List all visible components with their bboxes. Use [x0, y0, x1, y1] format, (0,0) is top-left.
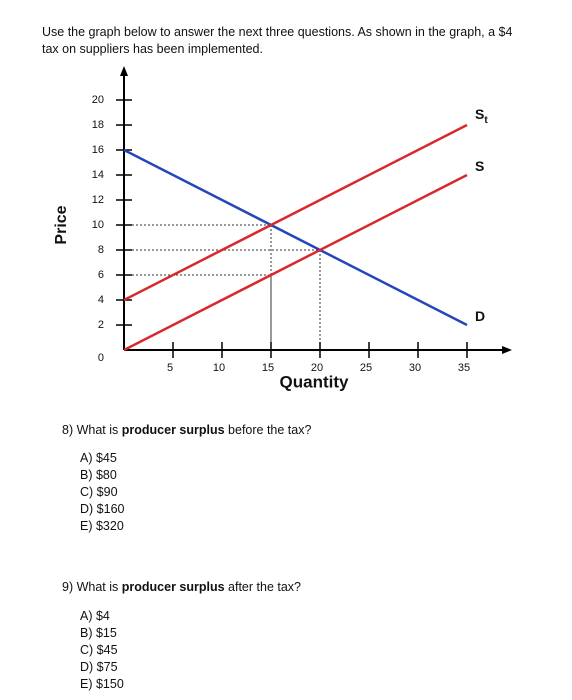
y-tick-label: 12	[92, 194, 104, 206]
answer-option: B) $15	[80, 626, 117, 640]
curve-label-name: S	[475, 106, 484, 122]
y-tick-label: 18	[92, 119, 104, 131]
y-tick-label: 14	[92, 169, 104, 181]
curve-label: S	[475, 158, 484, 174]
answer-option: D) $75	[80, 660, 118, 674]
x-tick-label: 20	[311, 362, 323, 374]
answer-option: D) $160	[80, 502, 125, 516]
question-number: 8)	[62, 423, 74, 437]
x-tick-label: 30	[409, 362, 421, 374]
answer-option: B) $80	[80, 468, 117, 482]
curve-label-subscript: t	[484, 115, 488, 126]
x-tick-label: 10	[213, 362, 225, 374]
question-text: before the tax?	[224, 423, 312, 437]
answer-option: A) $45	[80, 451, 117, 465]
question-number: 9)	[62, 580, 74, 594]
y-tick-label: 20	[92, 94, 104, 106]
y-axis-arrow	[120, 66, 128, 76]
chart: 0 2 4 6 8 10 12 14 16 18 20 5 10 15 20 25 30 35 Price Quant…	[53, 66, 512, 391]
answer-option: E) $150	[80, 677, 124, 691]
x-tick-label: 35	[458, 362, 470, 374]
question-bold: producer surplus	[121, 580, 225, 594]
y-tick-label: 8	[98, 244, 104, 256]
question-text: What is	[76, 423, 122, 437]
curve-label: D	[475, 308, 485, 324]
curve-label: St	[475, 106, 488, 126]
y-tick-label: 4	[98, 294, 104, 306]
x-axis-label: Quantity	[280, 372, 349, 391]
y-tick-label: 0	[98, 352, 104, 364]
y-tick-label: 2	[98, 319, 104, 331]
question-bold: producer surplus	[121, 423, 225, 437]
curve-label-name: S	[475, 158, 484, 174]
x-tick-label: 15	[262, 362, 274, 374]
y-axis-label: Price	[53, 205, 70, 244]
question: 9) What is producer surplus after the ta…	[62, 580, 301, 594]
curve	[123, 173, 468, 352]
answer-option: C) $90	[80, 485, 118, 499]
x-tick-label: 25	[360, 362, 372, 374]
curve	[123, 123, 468, 302]
y-tick-label: 10	[92, 219, 104, 231]
y-tick-label: 16	[92, 144, 104, 156]
question-text: What is	[76, 580, 122, 594]
x-axis-arrow	[502, 346, 512, 354]
answer-option: A) $4	[80, 609, 110, 623]
curve-label-name: D	[475, 308, 485, 324]
question-text: after the tax?	[224, 580, 301, 594]
question: 8) What is producer surplus before the t…	[62, 423, 311, 437]
instructions: Use the graph below to answer the next t…	[42, 25, 513, 56]
answer-option: E) $320	[80, 519, 124, 533]
x-tick-label: 5	[167, 362, 173, 374]
answer-option: C) $45	[80, 643, 118, 657]
curve	[123, 148, 468, 327]
y-tick-label: 6	[98, 269, 104, 281]
